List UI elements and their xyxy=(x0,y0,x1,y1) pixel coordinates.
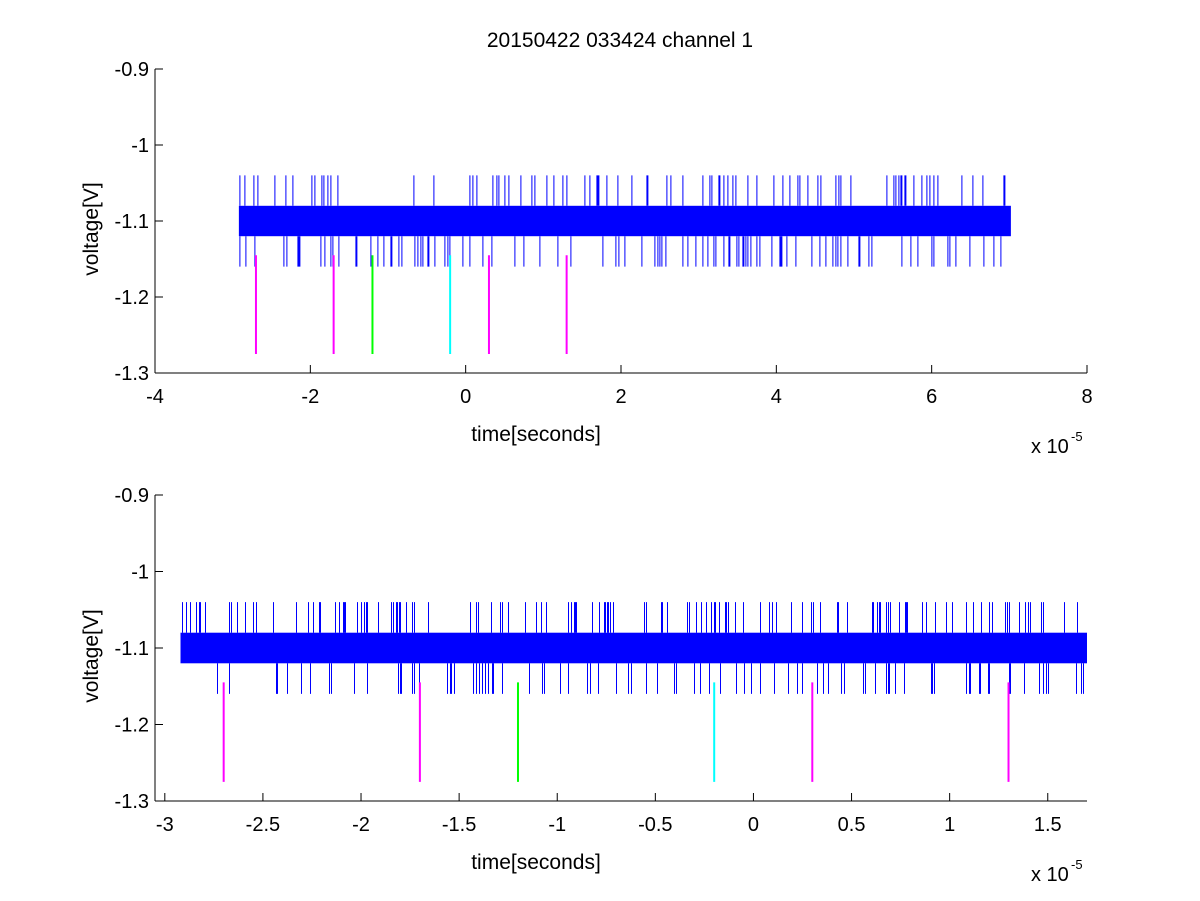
signal-spikes xyxy=(182,602,1084,694)
signal-spikes xyxy=(239,175,1006,267)
y-tick-label: -1.3 xyxy=(115,791,149,813)
x-multiplier-label: x 10 xyxy=(1031,864,1069,886)
x-tick-label: -3 xyxy=(156,814,174,836)
x-tick-label: -1 xyxy=(548,814,566,836)
y-tick-label: -1.1 xyxy=(115,638,149,660)
y-tick-label: -1.2 xyxy=(115,715,149,737)
x-tick-label: -0.5 xyxy=(638,814,672,836)
x-axis-label: time[seconds] xyxy=(471,851,601,874)
x-tick-label: 4 xyxy=(771,386,782,408)
chart-title: 20150422 033424 channel 1 xyxy=(487,29,753,52)
signal-band xyxy=(180,632,1087,664)
x-tick-label: 0 xyxy=(460,386,471,408)
x-tick-label: -2 xyxy=(301,386,319,408)
x-multiplier-label: x 10 xyxy=(1031,436,1069,458)
x-multiplier-exponent: -5 xyxy=(1071,857,1083,872)
y-tick-label: -1 xyxy=(131,562,149,584)
plot-bottom: -1.3 -1.2 -1.1 -1 -0.9 -3 -2.5 -2 -1.5 -1 -0.5 0 0.5… xyxy=(80,485,1087,886)
y-tick-label: -1.2 xyxy=(115,287,149,309)
x-tick-label: 2 xyxy=(615,386,626,408)
x-tick-label: 0 xyxy=(748,814,759,836)
x-tick-label: 0.5 xyxy=(838,814,866,836)
y-tick-label: -1 xyxy=(131,135,149,157)
x-tick-label: 1.5 xyxy=(1034,814,1062,836)
signal-trace xyxy=(180,602,1087,694)
x-tick-label: 8 xyxy=(1081,386,1092,408)
x-tick-label: -4 xyxy=(146,386,164,408)
x-tick-label: -2.5 xyxy=(246,814,280,836)
y-tick-label: -0.9 xyxy=(115,59,149,81)
x-axis-label: time[seconds] xyxy=(471,423,601,446)
x-tick-label: -2 xyxy=(352,814,370,836)
signal-band xyxy=(238,205,1011,237)
y-axis-label: voltage[V] xyxy=(80,182,103,275)
y-tick-label: -1.1 xyxy=(115,211,149,233)
x-tick-label: 6 xyxy=(926,386,937,408)
plot-top: -1.3 -1.2 -1.1 -1 -0.9 -4 -2 0 2 4 6 8 time[seconds]… xyxy=(80,59,1093,458)
x-tick-label: 1 xyxy=(944,814,955,836)
x-tick-label: -1.5 xyxy=(442,814,476,836)
y-axis-label: voltage[V] xyxy=(80,609,103,702)
y-tick-label: -0.9 xyxy=(115,485,149,507)
signal-trace xyxy=(238,175,1011,267)
y-tick-label: -1.3 xyxy=(115,363,149,385)
x-multiplier-exponent: -5 xyxy=(1071,429,1083,444)
